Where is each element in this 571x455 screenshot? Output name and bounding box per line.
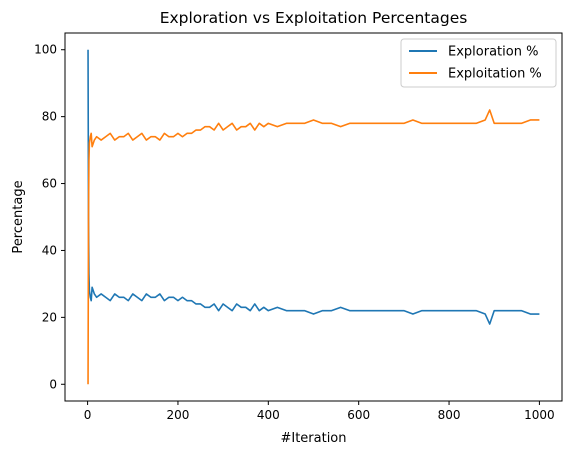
y-tick-label: 0 — [49, 377, 57, 391]
y-tick-label: 20 — [42, 310, 57, 324]
series-line-1 — [87, 109, 540, 385]
y-axis-label: Percentage — [11, 180, 26, 253]
x-tick-label: 1000 — [524, 408, 555, 422]
legend-label-1: Exploitation % — [448, 67, 542, 82]
x-axis: 0 200 400 600 800 1000 — [84, 401, 555, 422]
chart-title: Exploration vs Exploitation Percentages — [160, 9, 468, 27]
legend-box — [400, 38, 557, 88]
x-tick-label: 600 — [347, 408, 370, 422]
y-tick-label: 80 — [42, 110, 57, 124]
plot-lines — [87, 49, 540, 385]
x-axis-label: #Iteration — [280, 431, 346, 446]
y-tick-label: 40 — [42, 243, 57, 257]
y-tick-label: 60 — [42, 177, 57, 191]
legend-label-0: Exploration % — [448, 45, 538, 60]
legend: Exploration % Exploitation % — [400, 38, 557, 88]
y-axis: 0 20 40 60 80 100 — [34, 43, 65, 391]
x-tick-label: 0 — [84, 408, 92, 422]
x-tick-label: 200 — [167, 408, 190, 422]
x-tick-label: 400 — [257, 408, 280, 422]
x-tick-label: 800 — [438, 408, 461, 422]
series-line-0 — [87, 49, 540, 325]
plot-frame — [64, 32, 563, 402]
y-tick-label: 100 — [34, 43, 57, 57]
